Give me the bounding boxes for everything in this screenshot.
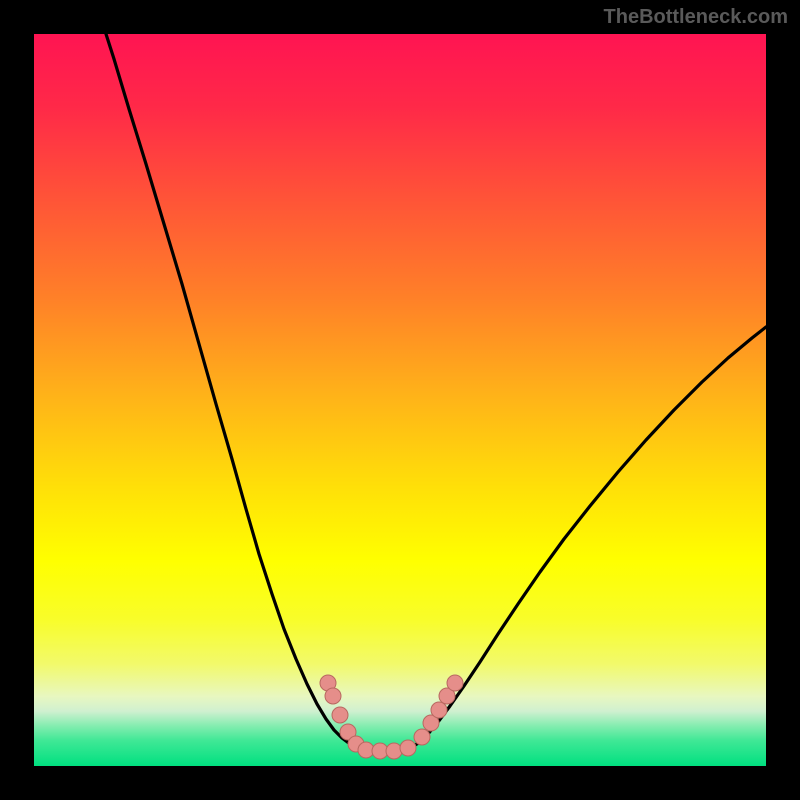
watermark-text: TheBottleneck.com	[604, 6, 788, 29]
curve-marker	[431, 702, 447, 718]
curve-marker	[414, 729, 430, 745]
curve-layer	[34, 34, 766, 766]
curve-marker	[400, 740, 416, 756]
plot-area	[34, 34, 766, 766]
curve-marker	[325, 688, 341, 704]
curve-marker	[386, 743, 402, 759]
marker-group	[320, 675, 463, 759]
v-curve	[106, 34, 766, 751]
curve-marker	[332, 707, 348, 723]
curve-marker	[447, 675, 463, 691]
chart-container: TheBottleneck.com	[0, 0, 800, 800]
